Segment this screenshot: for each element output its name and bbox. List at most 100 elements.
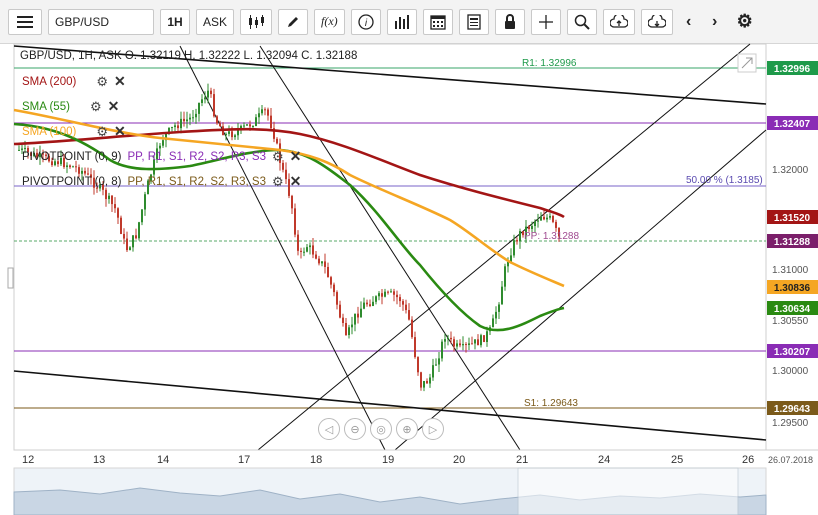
- candle-body: [351, 324, 353, 328]
- navigator-window[interactable]: [517, 467, 739, 515]
- legend-sma-55[interactable]: SMA (55) ⚙ ✕: [22, 98, 119, 115]
- cloud-download-icon: [647, 14, 666, 28]
- candle-body: [525, 226, 527, 236]
- candle-body: [177, 125, 179, 129]
- candle-body: [81, 170, 83, 174]
- calendar-button[interactable]: [422, 8, 453, 35]
- pencil-icon: [288, 16, 299, 27]
- candle-body: [120, 217, 122, 234]
- candle-body: [528, 226, 530, 230]
- gear-icon[interactable]: ⚙: [96, 73, 108, 89]
- symbol-select[interactable]: GBP/USD: [48, 8, 154, 35]
- candle-body: [477, 339, 479, 346]
- lock-button[interactable]: [494, 8, 525, 35]
- volume-button[interactable]: [386, 8, 417, 35]
- candle-body: [504, 266, 506, 287]
- chevron-left-icon[interactable]: ‹: [686, 12, 692, 30]
- candle-body: [435, 364, 437, 366]
- legend-pivot-9[interactable]: PIVOTPOINT (0, 9) PP, R1, S1, R2, S2, R3…: [22, 148, 301, 165]
- candle-body: [246, 124, 248, 126]
- channel-line-2: [259, 45, 521, 451]
- candle-body: [267, 109, 269, 116]
- badge-s-bg: [767, 344, 818, 358]
- candle-body: [57, 161, 59, 165]
- left-scroll-handle[interactable]: [7, 267, 14, 289]
- scroll-left-icon[interactable]: ◁: [318, 418, 340, 440]
- candle-body: [204, 97, 206, 100]
- candle-body: [423, 380, 425, 388]
- reset-icon[interactable]: ◎: [370, 418, 392, 440]
- candle-body: [378, 293, 380, 297]
- indicators-button[interactable]: f(x): [314, 8, 345, 35]
- candle-body: [348, 327, 350, 336]
- scroll-right-icon[interactable]: ▷: [422, 418, 444, 440]
- zoom-out-icon[interactable]: ⊖: [344, 418, 366, 440]
- close-icon[interactable]: ✕: [113, 123, 126, 139]
- upload-button[interactable]: [602, 8, 635, 35]
- gear-icon[interactable]: ⚙: [271, 173, 284, 189]
- badge-sma100-bg: [767, 280, 818, 294]
- news-button[interactable]: [458, 8, 489, 35]
- document-icon: [467, 13, 481, 30]
- candle-body: [162, 140, 164, 146]
- candle-body: [480, 335, 482, 346]
- time-label: 17: [238, 454, 250, 466]
- gear-icon[interactable]: ⚙: [89, 98, 102, 114]
- timeframe-select[interactable]: 1H: [160, 8, 190, 35]
- candle-body: [375, 296, 377, 302]
- legend-sma-100[interactable]: SMA (100) ⚙ ✕: [22, 123, 126, 140]
- crosshair-button[interactable]: [530, 8, 561, 35]
- candle-body: [144, 194, 146, 210]
- candle-body: [192, 117, 194, 119]
- candle-body: [252, 126, 254, 128]
- close-icon[interactable]: ✕: [107, 98, 120, 114]
- ohlc-header: GBP/USD, 1H, ASK O. 1.32119 H. 1.32222 L…: [20, 50, 358, 62]
- candle-body: [261, 109, 263, 114]
- legend-pivot-8[interactable]: PIVOTPOINT (0, 8) PP, R1, S1, R2, S2, R3…: [22, 173, 301, 190]
- candle-body: [255, 117, 257, 127]
- gear-icon[interactable]: ⚙: [736, 11, 753, 31]
- info-button[interactable]: i: [350, 8, 381, 35]
- gear-icon[interactable]: ⚙: [271, 148, 284, 164]
- candle-body: [402, 301, 404, 305]
- candle-body: [474, 339, 476, 344]
- hamburger-menu-icon[interactable]: [8, 8, 42, 35]
- candle-body: [549, 215, 551, 218]
- calendar-icon: [430, 14, 446, 30]
- close-icon[interactable]: ✕: [113, 73, 126, 89]
- download-button[interactable]: [640, 8, 673, 35]
- zoom-button[interactable]: [566, 8, 597, 35]
- candle-body: [51, 161, 53, 166]
- candle-body: [294, 208, 296, 235]
- candle-body: [33, 152, 35, 156]
- candle-body: [534, 221, 536, 227]
- candle-body: [390, 291, 392, 293]
- candle-body: [438, 358, 440, 365]
- candle-body: [462, 344, 464, 346]
- gear-icon[interactable]: ⚙: [96, 123, 108, 139]
- legend-sma-200[interactable]: SMA (200) ⚙ ✕: [22, 73, 126, 90]
- zoom-in-icon[interactable]: ⊕: [396, 418, 418, 440]
- candle-body: [102, 184, 104, 190]
- candle-body: [447, 337, 449, 340]
- candle-body: [18, 149, 20, 151]
- candle-body: [468, 343, 470, 345]
- bar-chart-icon: [394, 14, 409, 29]
- badge-s1-bg: [767, 401, 818, 415]
- price-type-select[interactable]: ASK: [196, 8, 235, 35]
- candle-body: [198, 103, 200, 114]
- candle-body: [36, 152, 38, 158]
- candle-body: [48, 155, 50, 162]
- zoom-icon: [574, 14, 590, 30]
- close-icon[interactable]: ✕: [289, 173, 302, 189]
- pivot-items: PP, R1, S1, R2, S2, R3, S3: [127, 175, 266, 188]
- draw-tool-button[interactable]: [278, 8, 309, 35]
- expand-icon[interactable]: [737, 53, 757, 73]
- chevron-right-icon[interactable]: ›: [712, 12, 718, 30]
- legend-label: SMA (200): [22, 75, 77, 88]
- candle-body: [540, 216, 542, 221]
- candle-body: [195, 113, 197, 118]
- chart-type-button[interactable]: [240, 8, 273, 35]
- close-icon[interactable]: ✕: [289, 148, 302, 164]
